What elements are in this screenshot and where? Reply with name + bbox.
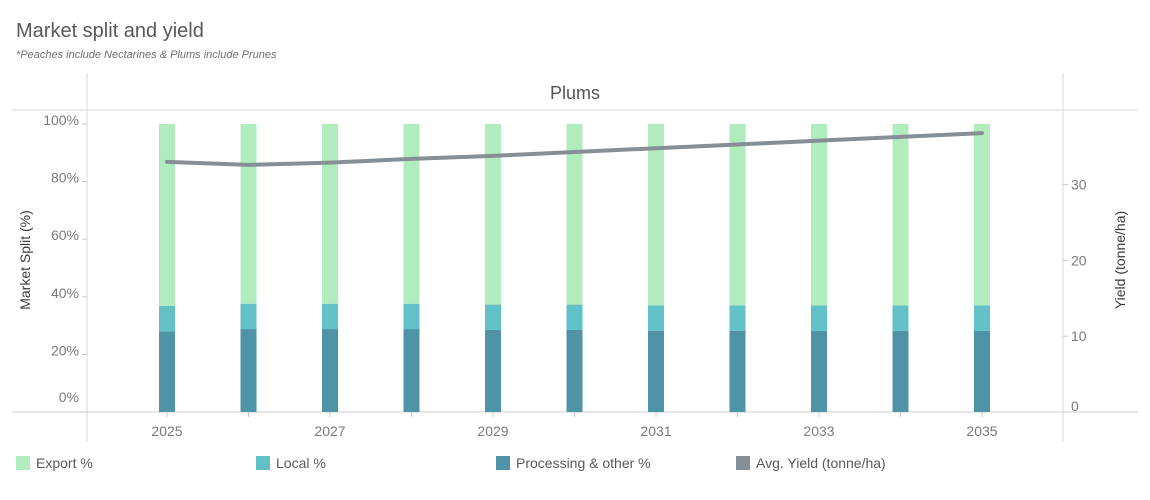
legend-label: Export % (36, 455, 93, 471)
legend-item[interactable]: Processing & other % (496, 453, 651, 473)
legend-item[interactable]: Avg. Yield (tonne/ha) (736, 453, 886, 473)
right-axis-ticks: 0 10 20 30 (1063, 177, 1087, 414)
legend-item[interactable]: Local % (256, 453, 326, 473)
y-tick-label: 0% (59, 389, 79, 405)
chart-subtitle: *Peaches include Nectarines & Plums incl… (16, 49, 277, 61)
bar-segment-export-2032 (729, 124, 746, 306)
x-tick-label: 2025 (151, 423, 182, 439)
bar-segment-processing-other-2032 (729, 330, 746, 412)
x-tick-label: 2027 (314, 423, 345, 439)
bar-segment-local-2027 (322, 303, 338, 330)
y-tick-label: 60% (51, 227, 79, 243)
bar-segment-local-2032 (729, 305, 746, 331)
bar-segment-local-2026 (240, 303, 257, 330)
legend-swatch (256, 456, 270, 470)
bar-series (159, 124, 990, 412)
y-tick-label: 100% (43, 112, 79, 128)
x-tick-label: 2029 (477, 423, 508, 439)
bar-segment-local-2029 (485, 304, 501, 330)
avg-yield-line (165, 131, 984, 167)
bar-segment-local-2031 (648, 305, 664, 331)
bar-segment-export-2034 (892, 124, 909, 306)
x-tick-label: 2031 (640, 423, 671, 439)
bar-segment-export-2026 (240, 124, 257, 304)
y2-tick-label: 30 (1071, 177, 1087, 193)
x-tick-label: 2035 (966, 423, 997, 439)
bar-segment-export-2030 (566, 124, 583, 305)
y-tick-label: 20% (51, 342, 79, 358)
bar-segment-local-2030 (566, 304, 583, 330)
y2-axis-label: Yield (tonne/ha) (1112, 211, 1128, 309)
bar-segment-export-2025 (159, 124, 175, 307)
legend-item[interactable]: Export % (16, 453, 93, 473)
legend-swatch (496, 456, 510, 470)
bar-segment-processing-other-2027 (322, 329, 338, 412)
bar-segment-processing-other-2025 (159, 331, 175, 412)
legend-label: Processing & other % (516, 455, 651, 471)
bar-segment-processing-other-2035 (974, 330, 990, 412)
bar-segment-export-2033 (811, 124, 827, 306)
bar-segment-processing-other-2034 (892, 330, 909, 412)
bar-segment-local-2035 (974, 305, 990, 331)
bar-segment-processing-other-2030 (566, 329, 583, 412)
bar-segment-processing-other-2028 (403, 329, 420, 412)
x-tick-label: 2033 (803, 423, 834, 439)
bar-segment-export-2031 (648, 124, 664, 306)
bar-segment-local-2034 (892, 305, 909, 331)
x-axis-ticks: 2025 2027 2029 2031 2033 2035 (151, 412, 998, 439)
legend: Export % Local % Processing & other % Avg. … (16, 453, 1136, 473)
bar-segment-export-2027 (322, 124, 338, 304)
panel-title: Plums (550, 83, 600, 103)
legend-label: Local % (276, 455, 326, 471)
y2-tick-label: 10 (1071, 328, 1087, 344)
legend-swatch (16, 456, 30, 470)
legend-label: Avg. Yield (tonne/ha) (756, 455, 886, 471)
legend-swatch (736, 456, 750, 470)
bar-segment-local-2033 (811, 305, 827, 331)
left-axis-ticks: 0% 20% 40% 60% 80% 100% (43, 112, 87, 413)
bar-segment-local-2025 (159, 306, 175, 332)
chart-title: Market split and yield (16, 20, 204, 42)
y-axis-label: Market Split (%) (17, 210, 33, 310)
bar-segment-export-2029 (485, 124, 501, 305)
bar-segment-processing-other-2029 (485, 329, 501, 412)
y-tick-label: 80% (51, 170, 79, 186)
bar-segment-processing-other-2033 (811, 330, 827, 412)
bar-segment-processing-other-2031 (648, 330, 664, 412)
bar-segment-local-2028 (403, 303, 420, 330)
bar-segment-export-2028 (403, 124, 420, 304)
bar-segment-export-2035 (974, 124, 990, 306)
y2-tick-label: 20 (1071, 252, 1087, 268)
yield-line-series (165, 131, 984, 167)
bar-segment-processing-other-2026 (240, 329, 257, 412)
y-tick-label: 40% (51, 285, 79, 301)
y2-tick-label: 0 (1071, 398, 1079, 414)
